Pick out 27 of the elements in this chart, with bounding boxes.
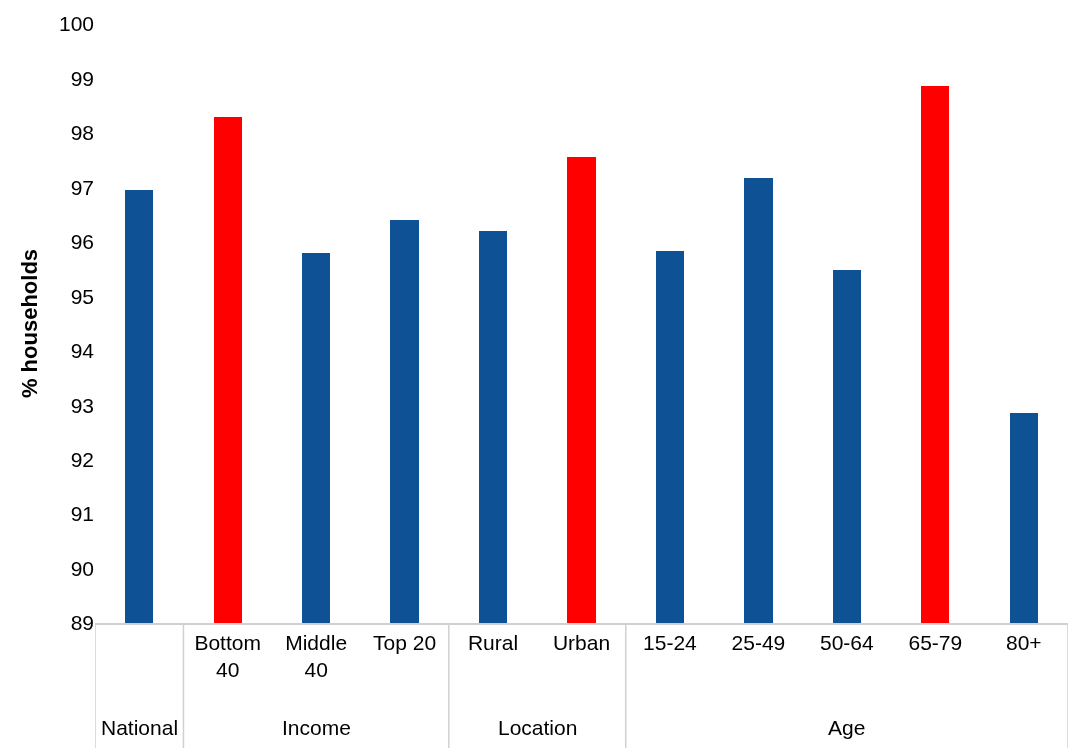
text: Location — [498, 716, 578, 739]
x-tick-label: Urban — [552, 630, 611, 654]
x-tick-label: 25-49 — [731, 630, 786, 654]
y-tick-label: 91 — [70, 502, 94, 526]
y-tick-label: 98 — [70, 121, 94, 145]
x-tick-label: 50-64 — [820, 630, 875, 654]
y-tick-label: 99 — [70, 66, 94, 90]
y-tick-label: 92 — [70, 447, 94, 471]
y-tick-label: 93 — [70, 393, 94, 417]
x-tick-label: 80+ — [1005, 630, 1042, 654]
y-tick-label: 96 — [70, 230, 94, 254]
x-tick-label: 15-24 — [643, 630, 698, 654]
y-tick-label: 100 — [58, 12, 94, 36]
y-tick-label: 89 — [70, 611, 94, 635]
y-axis-title: % households — [16, 248, 42, 399]
text: Age — [828, 716, 866, 739]
x-tick-label: Rural — [467, 630, 519, 654]
text: Income — [282, 716, 351, 739]
x-tick-label: 65-79 — [908, 630, 963, 654]
y-tick-label: 97 — [70, 175, 94, 199]
text: National — [101, 716, 179, 739]
x-tick-label: Bottom 40 — [194, 630, 261, 682]
y-tick-label: 90 — [70, 556, 94, 580]
y-tick-label: 95 — [70, 284, 94, 308]
y-tick-label: 94 — [70, 339, 95, 363]
x-tick-label: Middle 40 — [285, 630, 348, 682]
x-tick-label: Top 20 — [373, 630, 437, 654]
